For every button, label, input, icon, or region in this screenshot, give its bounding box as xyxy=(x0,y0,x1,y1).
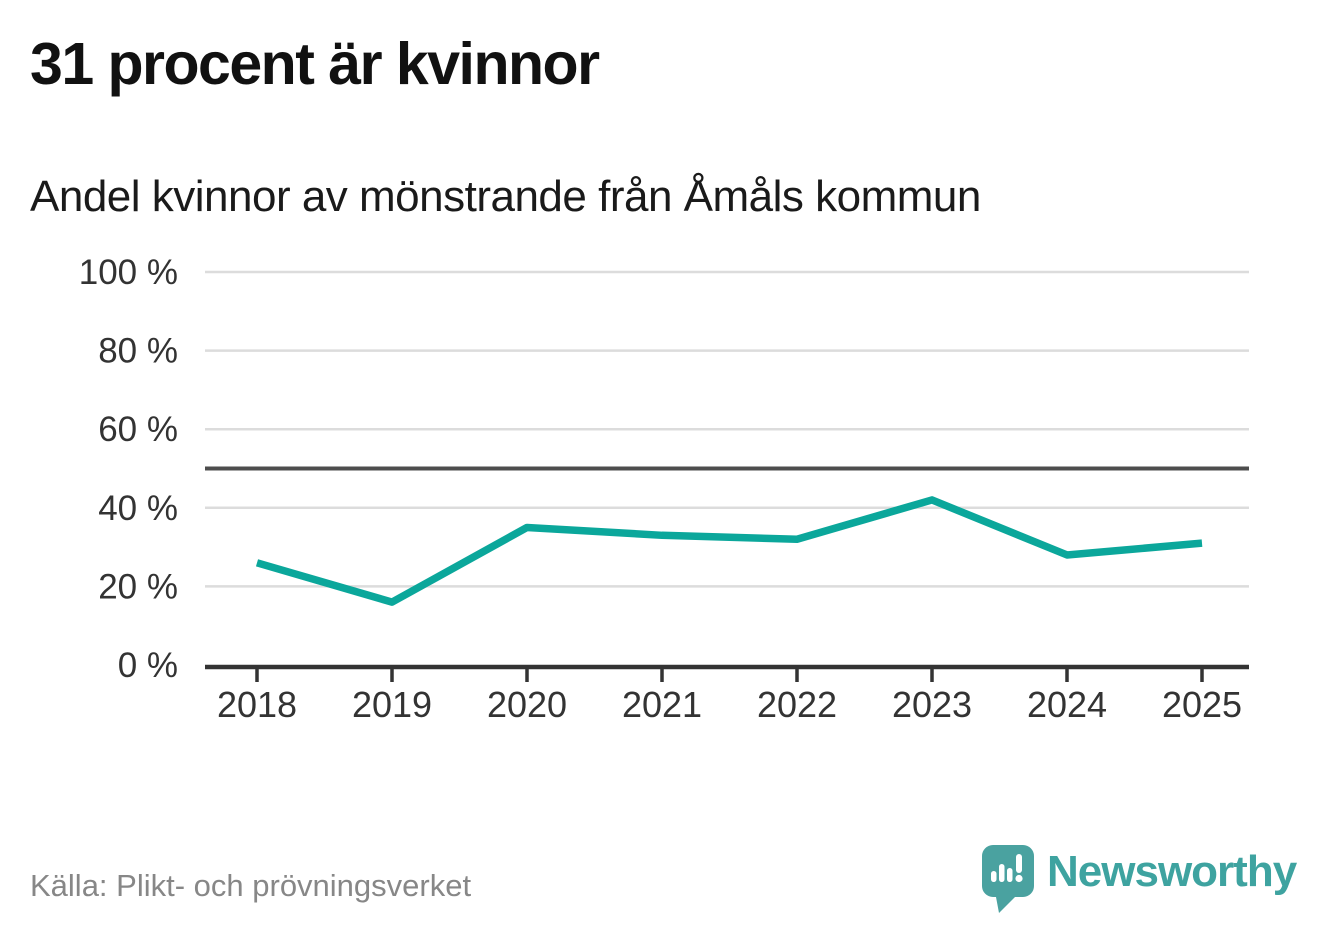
x-axis-tick-label: 2024 xyxy=(1027,684,1107,725)
chart-title: 31 procent är kvinnor xyxy=(30,31,600,97)
newsworthy-logo-text: Newsworthy xyxy=(1047,847,1297,896)
source-note: Källa: Plikt- och prövningsverket xyxy=(30,868,472,903)
x-axis-tick-label: 2021 xyxy=(622,684,702,725)
x-axis-tick-label: 2022 xyxy=(757,684,837,725)
x-axis-tick-label: 2019 xyxy=(352,684,432,725)
x-axis-tick-label: 2020 xyxy=(487,684,567,725)
y-axis-tick-label: 0 % xyxy=(118,646,178,685)
y-axis-tick-label: 100 % xyxy=(79,253,178,292)
x-axis-tick-label: 2023 xyxy=(892,684,972,725)
data-line xyxy=(255,496,1203,606)
y-axis-tick-label: 40 % xyxy=(98,489,178,528)
chart-subtitle: Andel kvinnor av mönstrande från Åmåls k… xyxy=(30,172,981,221)
x-axis-tick-label: 2018 xyxy=(217,684,297,725)
y-axis-tick-label: 80 % xyxy=(98,332,178,371)
newsworthy-brand: Newsworthy xyxy=(982,845,1297,915)
y-axis-tick-label: 60 % xyxy=(98,410,178,449)
x-axis-tick-label: 2025 xyxy=(1162,684,1242,725)
y-axis-tick-label: 20 % xyxy=(98,567,178,606)
newsworthy-logo-icon xyxy=(982,845,1034,913)
